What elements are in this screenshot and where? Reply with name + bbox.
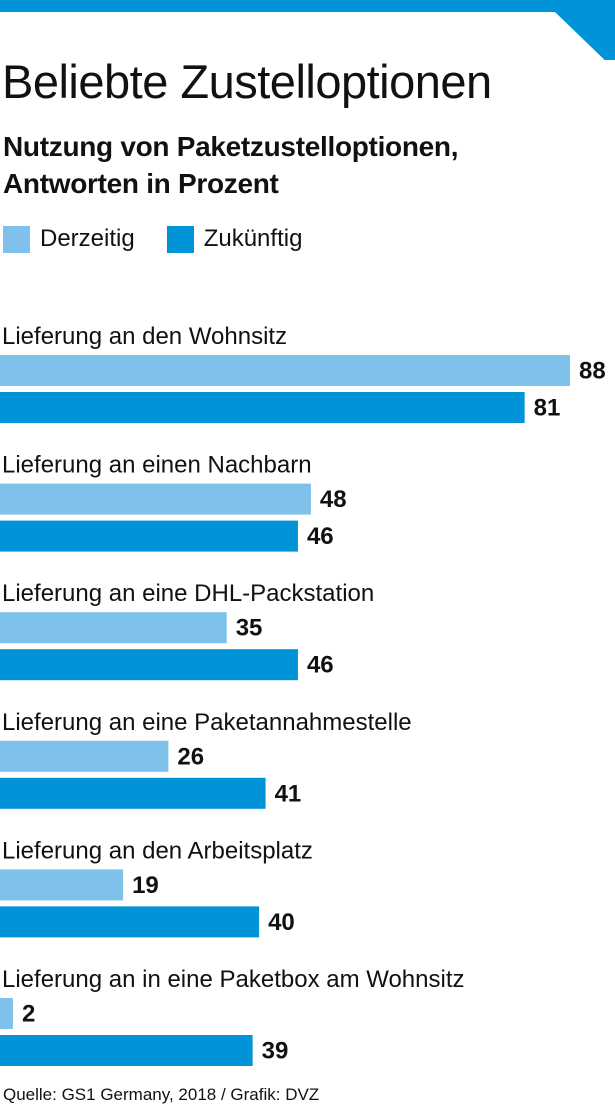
- legend-item-current: Derzeitig: [3, 225, 135, 253]
- chart-title: Beliebte Zustelloptionen: [2, 55, 492, 108]
- bar-current: [0, 612, 227, 644]
- bar-current: [0, 869, 124, 901]
- legend-item-future: Zukünftig: [166, 225, 303, 253]
- data-label-future: 46: [307, 523, 334, 550]
- bar-future: [0, 392, 525, 423]
- category-label: Lieferung an einen Nachbarn: [2, 452, 312, 479]
- bar-future: [0, 649, 298, 681]
- data-label-future: 40: [268, 909, 295, 936]
- legend-label-future: Zukünftig: [203, 225, 303, 252]
- legend-swatch-current: [3, 225, 30, 253]
- header-accent-corner: [555, 12, 615, 60]
- bar-chart: Lieferung an den Wohnsitz 88 81 Lieferung a…: [0, 323, 606, 1066]
- category-label: Lieferung an den Wohnsitz: [2, 323, 287, 350]
- bar-future: [0, 777, 266, 809]
- legend-swatch-future: [166, 225, 194, 253]
- bar-current: [0, 998, 13, 1029]
- chart-subtitle-line-2: Antworten in Prozent: [3, 168, 279, 199]
- bar-current: [0, 355, 570, 386]
- bar-current: [0, 483, 311, 515]
- data-label-current: 19: [132, 872, 159, 899]
- category-label: Lieferung an eine DHL-Packstation: [2, 580, 374, 607]
- legend-label-current: Derzeitig: [40, 225, 135, 252]
- bar-future: [0, 520, 298, 552]
- data-label-current: 88: [579, 358, 606, 385]
- category-label: Lieferung an in eine Paketbox am Wohnsit…: [2, 966, 465, 993]
- chart-legend: Derzeitig Zukünftig: [3, 224, 334, 254]
- category-label: Lieferung an den Arbeitsplatz: [2, 837, 313, 864]
- chart-subtitle-line-1: Nutzung von Paketzustelloptionen,: [3, 131, 459, 162]
- data-label-current: 48: [320, 486, 347, 513]
- bar-future: [0, 906, 260, 938]
- data-label-future: 39: [262, 1038, 289, 1065]
- data-label-current: 2: [22, 1001, 35, 1028]
- header-accent-band: [0, 0, 615, 60]
- chart-subtitle: Nutzung von Paketzustelloptionen, Antwor…: [3, 128, 459, 202]
- category-label: Lieferung an eine Paketannahmestelle: [2, 709, 412, 736]
- source-note: Quelle: GS1 Germany, 2018 / Grafik: DVZ: [3, 1085, 320, 1104]
- data-label-current: 35: [236, 615, 263, 642]
- bar-current: [0, 740, 169, 772]
- data-label-future: 46: [307, 652, 334, 679]
- bar-future: [0, 1035, 253, 1066]
- header-accent-shape: [0, 0, 615, 12]
- data-label-current: 26: [177, 743, 204, 770]
- data-label-future: 41: [275, 780, 302, 807]
- data-label-future: 81: [534, 395, 561, 422]
